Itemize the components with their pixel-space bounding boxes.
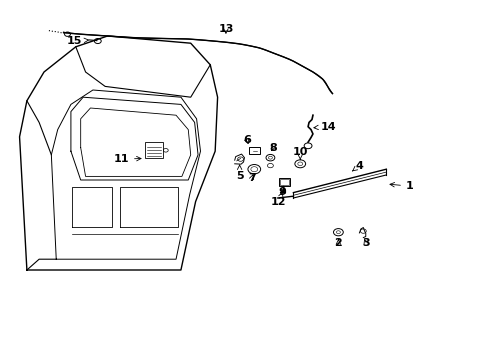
Text: 5: 5: [235, 165, 243, 181]
Text: 14: 14: [313, 122, 336, 132]
Text: 4: 4: [352, 161, 363, 171]
Text: 1: 1: [389, 181, 413, 191]
Bar: [249, 147, 260, 154]
Text: 10: 10: [292, 147, 307, 160]
Text: 15: 15: [66, 36, 88, 46]
Text: 13: 13: [218, 24, 233, 34]
Text: 3: 3: [361, 238, 369, 248]
Bar: [280, 179, 288, 185]
Text: 12: 12: [270, 192, 286, 207]
Text: 8: 8: [268, 143, 276, 153]
Bar: [144, 142, 163, 158]
Text: 6: 6: [243, 135, 250, 145]
Text: 9: 9: [278, 187, 286, 197]
Bar: [278, 178, 290, 186]
Text: 11: 11: [113, 154, 141, 164]
Text: 7: 7: [247, 173, 255, 183]
Text: 2: 2: [334, 238, 342, 248]
